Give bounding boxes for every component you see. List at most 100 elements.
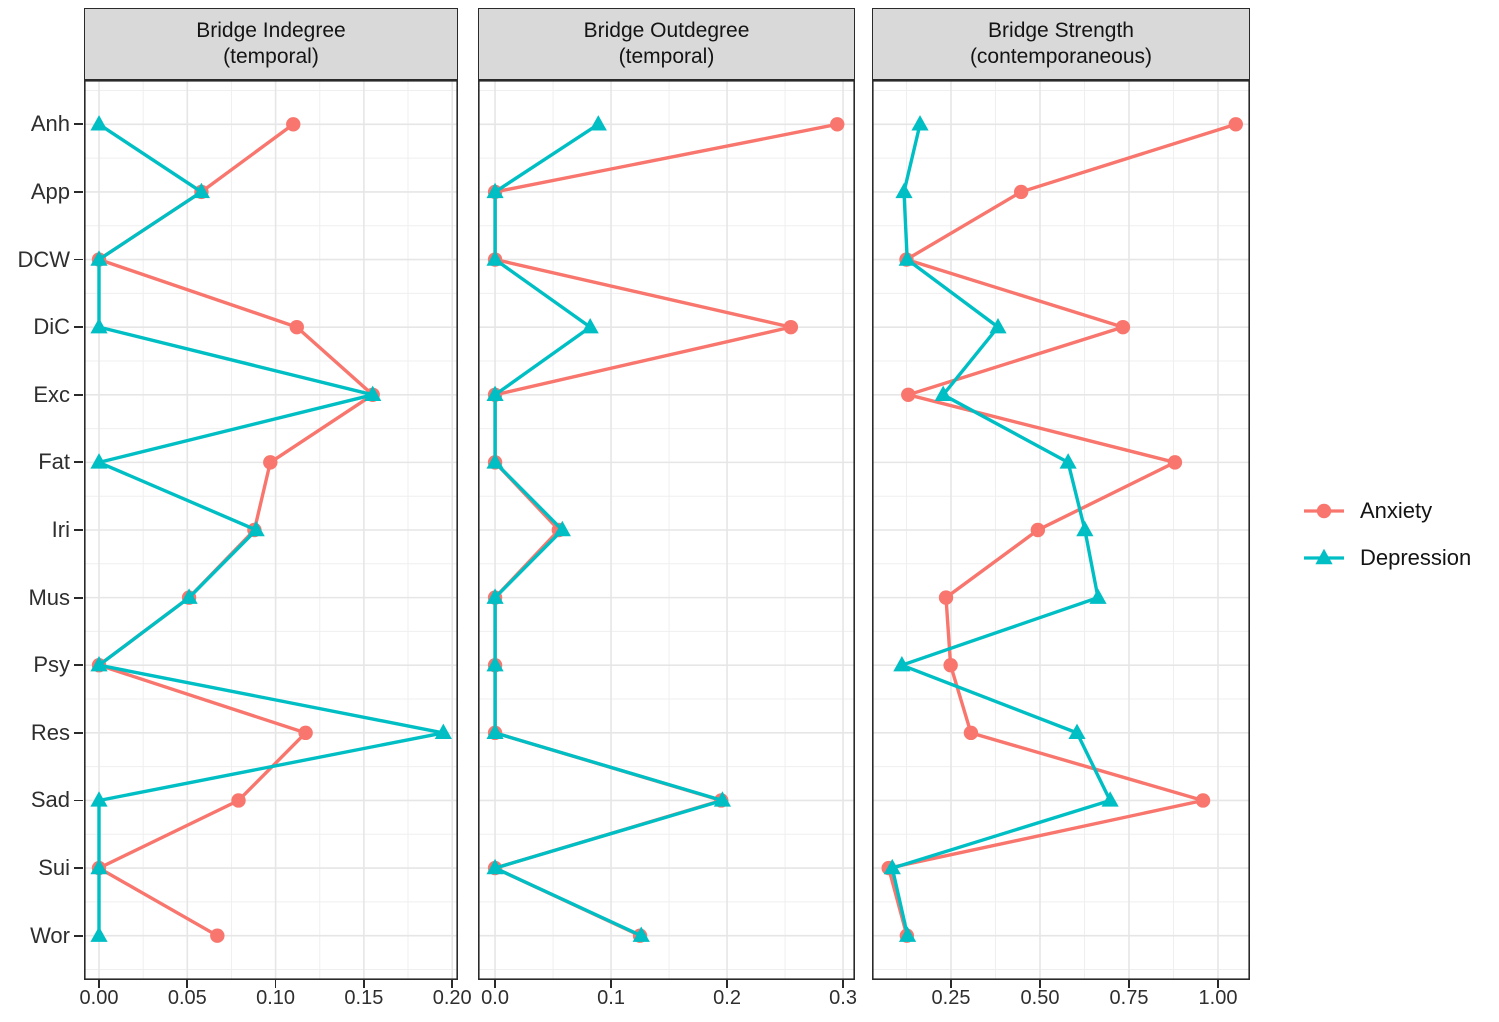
x-tick-label: 0.25 [931, 987, 971, 1009]
y-tick [74, 123, 83, 126]
data-point-circle [830, 117, 845, 132]
y-tick [74, 731, 83, 734]
y-tick [74, 529, 83, 531]
y-tick [74, 664, 83, 667]
x-tick-label: 0.50 [1020, 987, 1060, 1009]
data-point-triangle [486, 453, 504, 469]
legend-label: Anxiety [1360, 498, 1433, 523]
data-point-circle [783, 319, 799, 335]
y-axis-label: DiC [33, 314, 70, 340]
facet-title-line: Bridge Indegree [196, 19, 346, 42]
y-axis-label: Anh [30, 111, 70, 137]
y-axis-label: Sad [30, 787, 70, 813]
facet-title-line: Bridge Strength [988, 19, 1134, 42]
data-point-triangle [192, 182, 211, 199]
data-point-triangle [90, 926, 108, 942]
y-tick [74, 867, 83, 869]
data-point-triangle [364, 385, 382, 401]
major-gridlines [872, 80, 1250, 980]
x-tick [726, 980, 728, 988]
data-point-triangle [553, 520, 571, 537]
x-tick [842, 980, 844, 988]
data-point-triangle [90, 791, 108, 807]
facet-title-line: (temporal) [618, 45, 715, 68]
data-point-triangle [90, 317, 108, 334]
data-point-circle [938, 590, 954, 605]
data-point-triangle [90, 858, 108, 875]
data-point-triangle [989, 317, 1007, 334]
data-point-triangle [90, 250, 108, 266]
legend-key-circle-icon [1304, 503, 1344, 519]
data-point-triangle [1068, 723, 1086, 740]
data-point-triangle [883, 858, 901, 875]
data-point-circle [901, 387, 916, 402]
x-tick [1217, 980, 1219, 988]
y-tick [74, 934, 83, 937]
y-axis-label: Exc [33, 381, 70, 407]
data-point-triangle [898, 250, 916, 266]
data-point-circle [289, 319, 304, 335]
major-gridlines [478, 80, 855, 980]
y-tick [74, 596, 83, 599]
facet-strip: Bridge Outdegree (temporal) [478, 8, 855, 80]
data-point-triangle [90, 453, 108, 469]
major-gridlines [84, 80, 458, 980]
data-point-triangle [90, 656, 108, 672]
data-point-circle [231, 793, 246, 808]
y-axis-label: Sui [38, 855, 70, 881]
data-point-triangle [434, 723, 452, 740]
x-tick-label: 0.2 [713, 987, 741, 1009]
x-tick [362, 980, 365, 988]
x-tick [274, 980, 277, 988]
data-point-triangle [486, 385, 504, 401]
x-tick-label: 0.15 [344, 987, 384, 1009]
data-point-triangle [486, 723, 504, 740]
data-point-triangle [581, 317, 599, 334]
y-tick [74, 461, 83, 464]
data-point-circle [1167, 455, 1183, 470]
data-point-triangle [632, 926, 650, 942]
facet-plot-area [872, 80, 1250, 980]
data-point-triangle [486, 858, 504, 875]
x-tick [451, 980, 454, 988]
legend-item-anxiety: Anxiety [1302, 492, 1471, 530]
data-point-triangle [90, 115, 108, 131]
series-depression [486, 115, 732, 942]
data-point-circle [1030, 522, 1046, 538]
data-point-circle [1013, 184, 1029, 200]
data-point-triangle [1089, 588, 1107, 604]
y-axis-label: Fat [38, 449, 70, 475]
x-tick-label: 0.3 [829, 987, 857, 1009]
facet-plot-area [84, 80, 458, 980]
x-tick-label: 0.20 [432, 987, 472, 1009]
data-point-circle [298, 725, 313, 741]
facet-title-line: (temporal) [223, 45, 319, 68]
y-tick [74, 326, 83, 329]
y-axis-label: DCW [17, 246, 70, 272]
data-point-triangle [895, 182, 913, 199]
panel-border [84, 80, 458, 980]
y-axis-label: Psy [33, 652, 70, 678]
data-point-circle [1228, 117, 1243, 132]
x-tick [1128, 980, 1130, 988]
panel-border [872, 80, 1250, 980]
legend: Anxiety Depression [1302, 492, 1471, 577]
facet-strip: Bridge Indegree (temporal) [84, 8, 458, 80]
x-tick [610, 980, 612, 988]
data-point-triangle [1076, 520, 1094, 537]
y-axis-label: Wor [30, 922, 70, 948]
x-tick-label: 1.00 [1198, 987, 1238, 1009]
facet-title-line: Bridge Outdegree [583, 19, 750, 42]
x-tick [98, 980, 100, 988]
data-point-triangle [180, 588, 198, 604]
legend-label: Depression [1360, 545, 1472, 570]
data-point-triangle [893, 656, 911, 672]
y-tick [74, 393, 83, 396]
y-tick [74, 258, 83, 261]
data-point-triangle [713, 791, 732, 807]
data-point-triangle [486, 656, 504, 672]
series-depression [883, 115, 1119, 942]
data-point-circle [1115, 319, 1131, 335]
data-point-triangle [589, 115, 607, 131]
x-tick-label: 0.0 [481, 987, 509, 1009]
